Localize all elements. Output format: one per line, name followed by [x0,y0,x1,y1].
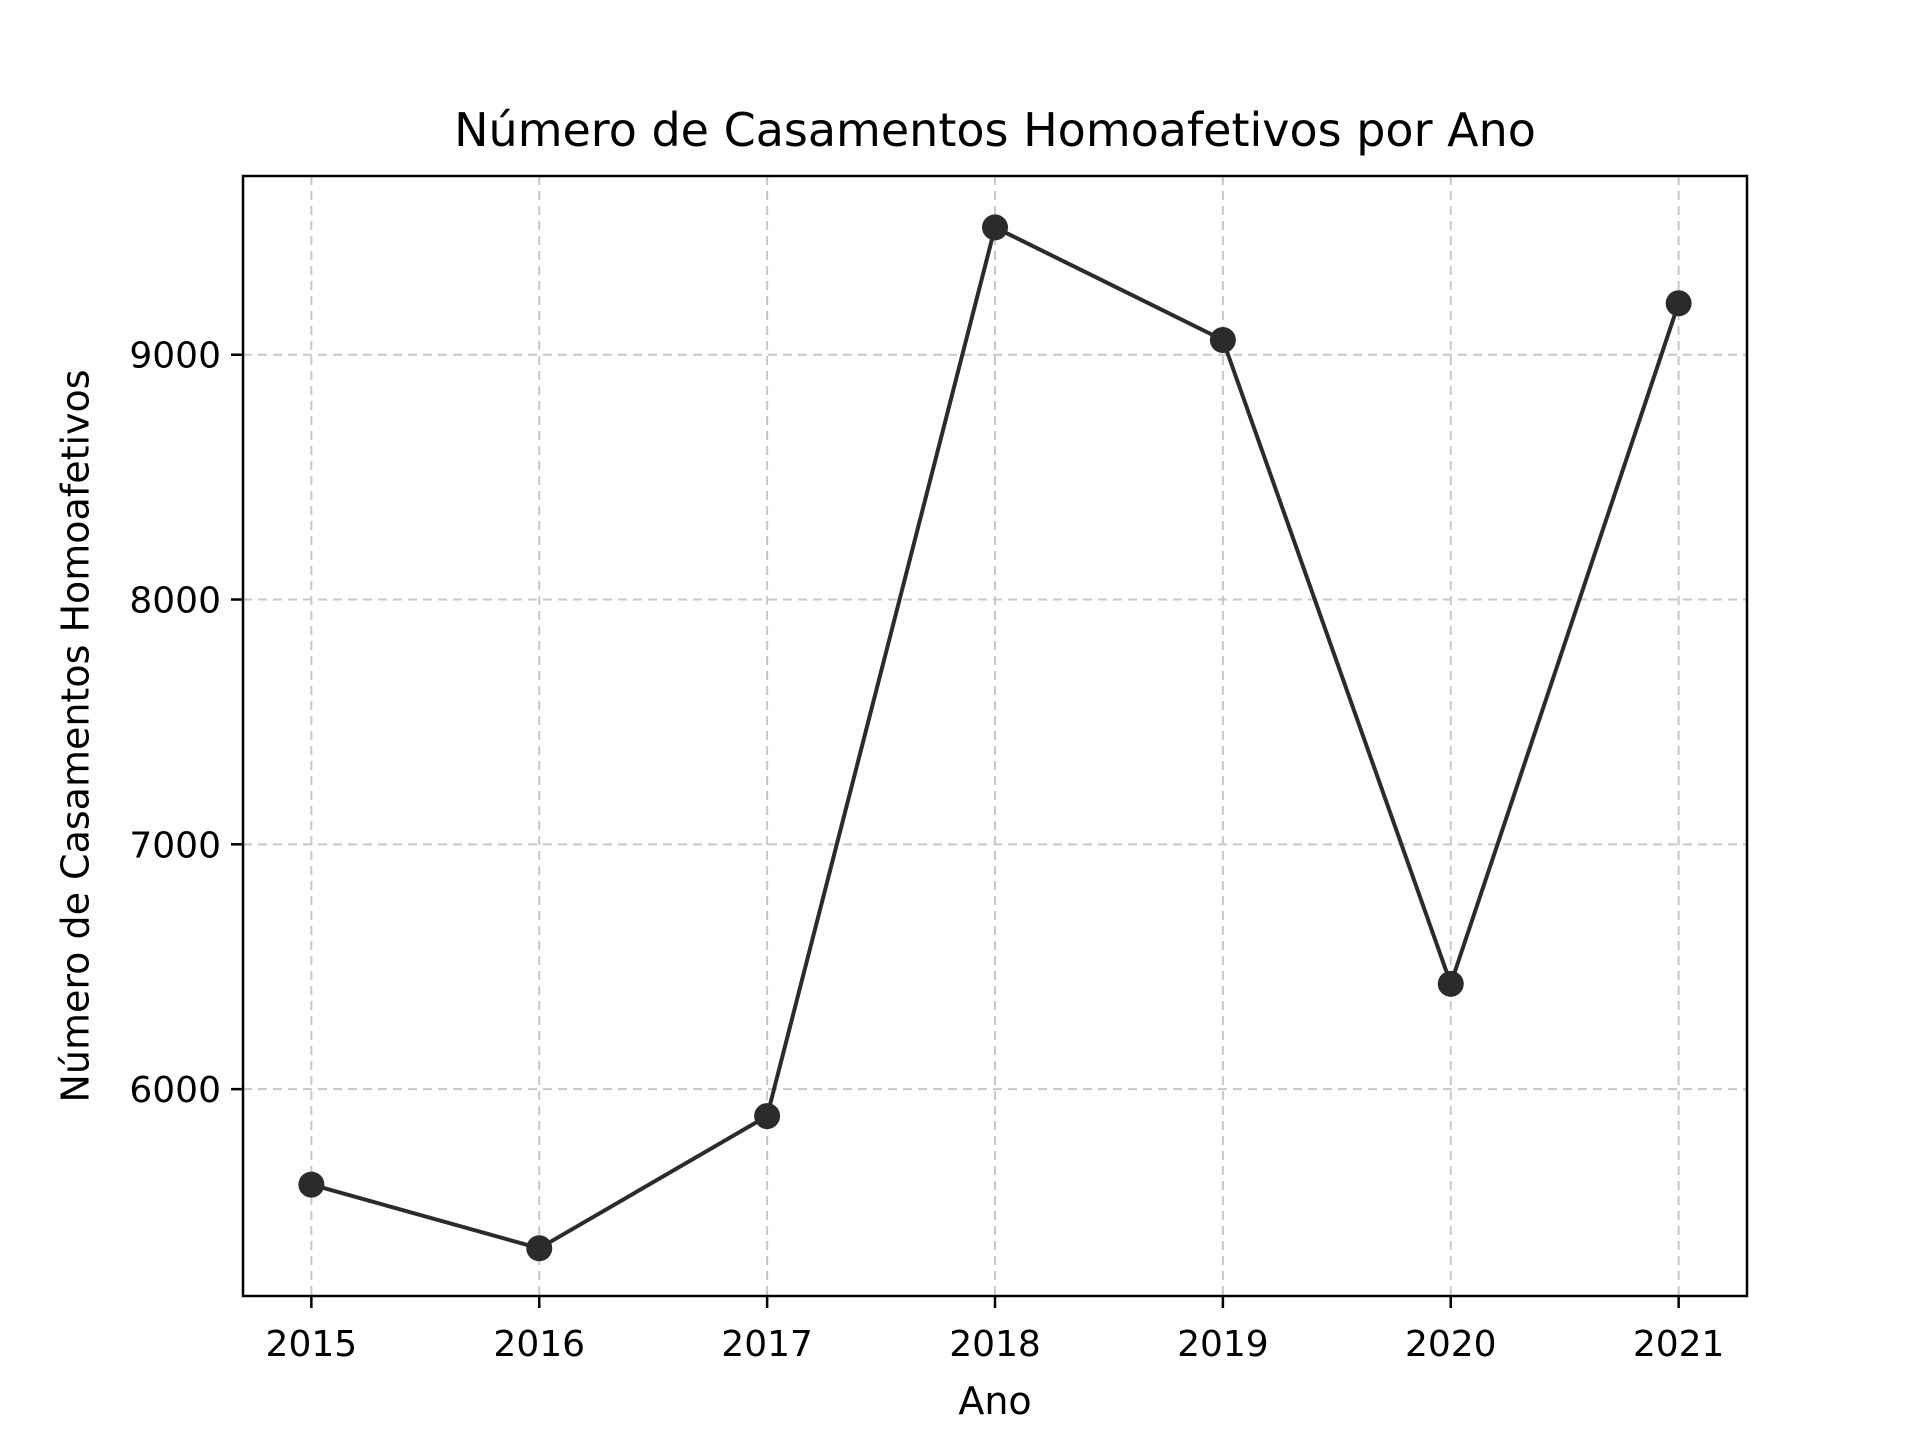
data-point-2016 [526,1235,553,1262]
data-point-2015 [298,1171,325,1198]
y-tick-label: 6000 [129,1070,221,1111]
x-tick-label: 2021 [1633,1324,1725,1365]
data-point-2021 [1665,290,1692,317]
x-tick-label: 2016 [493,1324,585,1365]
x-axis-label: Ano [958,1379,1031,1423]
x-tick-label: 2020 [1405,1324,1497,1365]
chart-title: Número de Casamentos Homoafetivos por An… [454,103,1536,157]
x-tick-label: 2015 [266,1324,358,1365]
y-tick-label: 9000 [129,336,221,377]
y-tick-label: 8000 [129,581,221,622]
data-point-2020 [1437,970,1464,997]
data-point-2017 [754,1103,781,1130]
data-point-2018 [982,214,1008,241]
x-tick-label: 2017 [721,1324,813,1365]
tick-layer: 2015 2016 2017 2018 2019 2020 2021 6000 7000 8000… [129,336,1724,1365]
y-tick-label: 7000 [129,825,221,866]
y-axis-label: Número de Casamentos Homoafetivos [54,369,98,1102]
x-tick-label: 2018 [949,1324,1041,1365]
series-layer [298,214,1692,1262]
data-point-2019 [1209,327,1236,354]
x-tick-label: 2019 [1177,1324,1269,1365]
grid-layer [243,176,1747,1296]
